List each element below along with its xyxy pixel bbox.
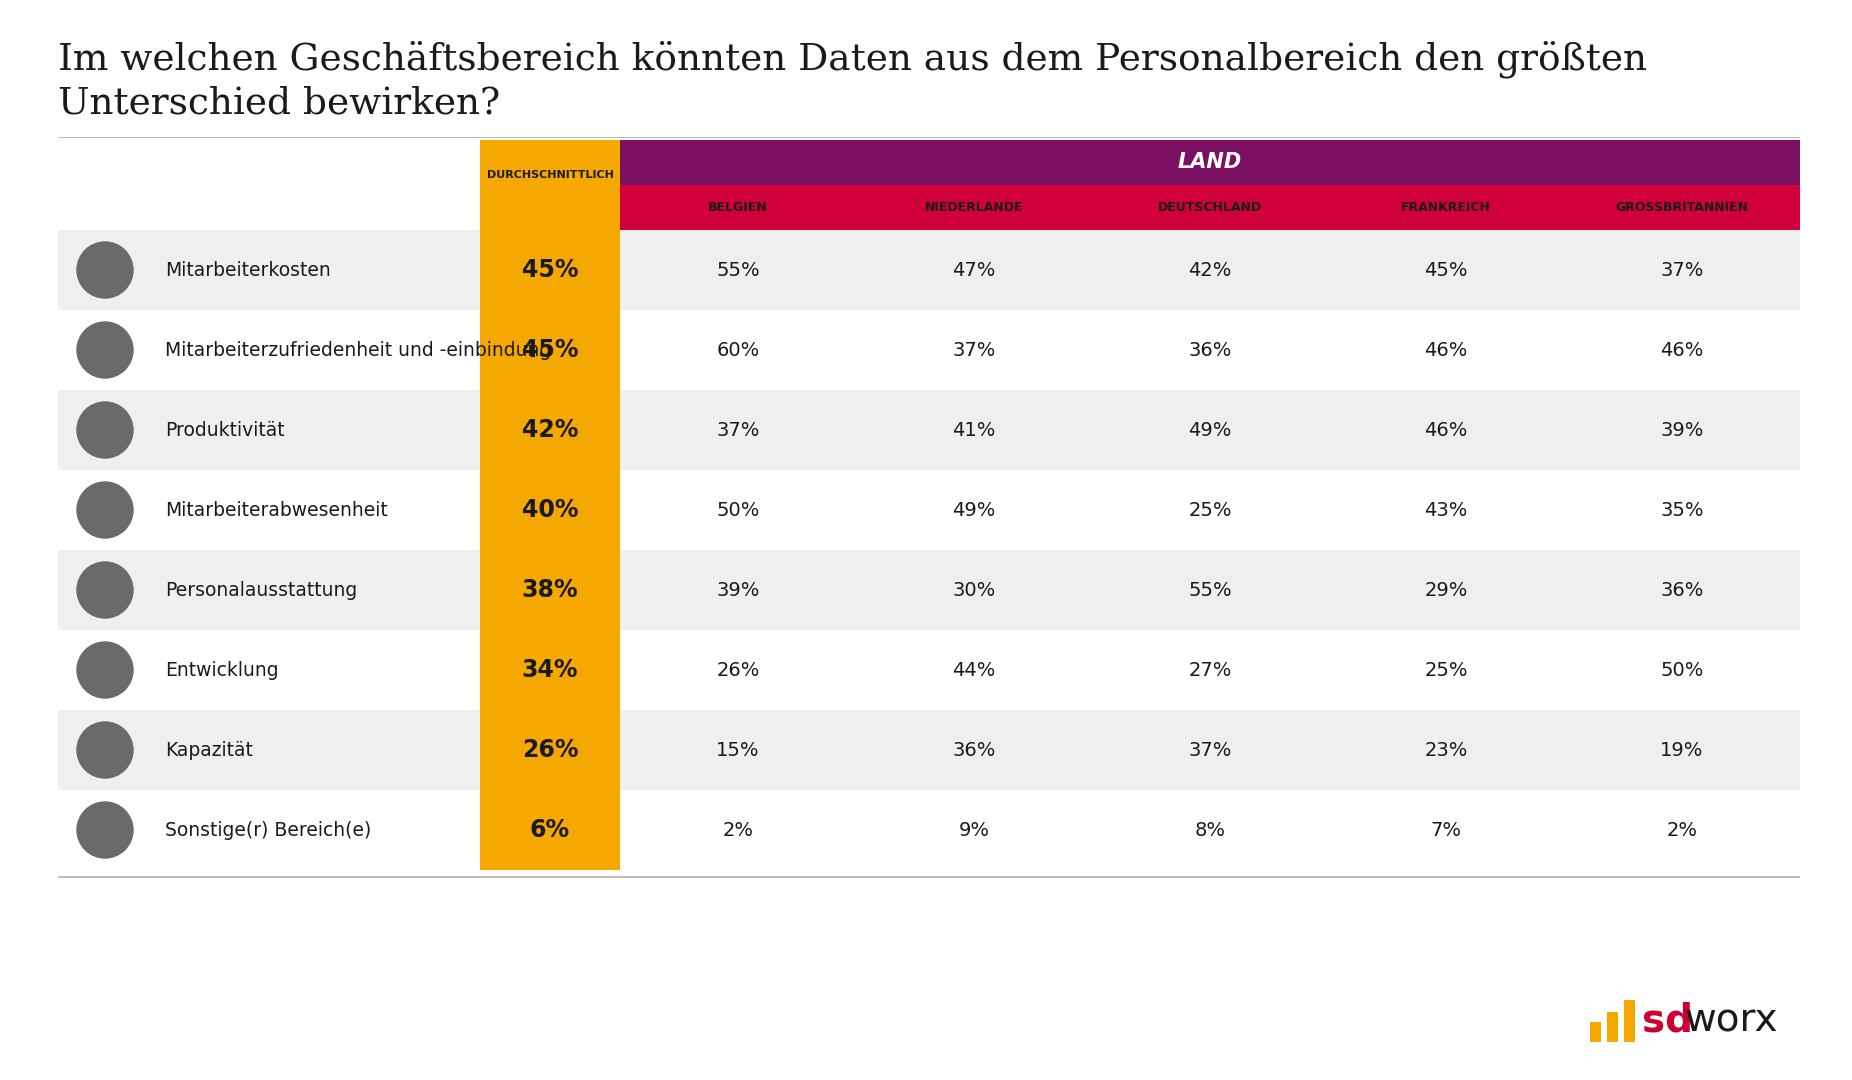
Bar [480, 550, 620, 630]
Text: 7%: 7% [1430, 821, 1461, 839]
Text: worx: worx [1683, 1001, 1778, 1039]
Text: 55%: 55% [1189, 581, 1232, 599]
Text: sd: sd [1643, 1001, 1693, 1039]
Bar [57, 310, 1800, 390]
Text: 55%: 55% [717, 260, 759, 280]
Text: DURCHSCHNITTLICH: DURCHSCHNITTLICH [487, 170, 613, 180]
Text: 27%: 27% [1189, 661, 1232, 679]
Text: 6%: 6% [530, 818, 570, 842]
Bar [480, 470, 620, 550]
Text: 39%: 39% [717, 581, 759, 599]
Bar [57, 230, 1800, 310]
Bar [57, 470, 1800, 550]
Bar [480, 140, 620, 230]
Text: 49%: 49% [1189, 420, 1232, 440]
Text: 36%: 36% [952, 741, 996, 759]
Text: 9%: 9% [959, 821, 989, 839]
Text: 25%: 25% [1424, 661, 1469, 679]
Text: 50%: 50% [1659, 661, 1704, 679]
Bar [57, 710, 1800, 789]
Text: GROSSBRITANNIEN: GROSSBRITANNIEN [1615, 201, 1748, 214]
Text: 39%: 39% [1659, 420, 1704, 440]
Bar [57, 550, 1800, 630]
Text: 45%: 45% [522, 258, 578, 282]
Bar [480, 630, 620, 710]
Bar [1624, 1000, 1635, 1042]
Bar [480, 789, 620, 870]
Text: 60%: 60% [717, 340, 759, 360]
Text: 23%: 23% [1424, 741, 1467, 759]
Text: 2%: 2% [1667, 821, 1698, 839]
Bar [480, 230, 620, 310]
Text: NIEDERLANDE: NIEDERLANDE [924, 201, 1024, 214]
Bar [480, 710, 620, 789]
Text: 46%: 46% [1424, 420, 1467, 440]
Text: 29%: 29% [1424, 581, 1467, 599]
Text: 37%: 37% [1659, 260, 1704, 280]
Bar [57, 136, 1800, 138]
Text: 36%: 36% [1659, 581, 1704, 599]
Text: 46%: 46% [1659, 340, 1704, 360]
Text: DEUTSCHLAND: DEUTSCHLAND [1158, 201, 1261, 214]
Text: 35%: 35% [1659, 500, 1704, 519]
Text: 26%: 26% [522, 738, 578, 762]
Text: 15%: 15% [717, 741, 759, 759]
Text: Sonstige(r) Bereich(e): Sonstige(r) Bereich(e) [165, 821, 370, 839]
Text: 49%: 49% [952, 500, 996, 519]
Bar [1608, 1012, 1619, 1042]
Text: FRANKREICH: FRANKREICH [1402, 201, 1491, 214]
Text: LAND: LAND [1178, 152, 1243, 173]
Text: Mitarbeiterzufriedenheit und -einbindung: Mitarbeiterzufriedenheit und -einbindung [165, 340, 552, 360]
Text: Produktivität: Produktivität [165, 420, 285, 440]
Text: 36%: 36% [1189, 340, 1232, 360]
Text: BELGIEN: BELGIEN [707, 201, 769, 214]
Bar [1591, 1022, 1600, 1042]
Text: 8%: 8% [1195, 821, 1226, 839]
Circle shape [78, 402, 133, 458]
Text: 34%: 34% [522, 658, 578, 681]
Bar [57, 630, 1800, 710]
Text: Entwicklung: Entwicklung [165, 661, 278, 679]
Text: Mitarbeiterkosten: Mitarbeiterkosten [165, 260, 332, 280]
Bar [480, 390, 620, 470]
Circle shape [78, 482, 133, 538]
Text: 41%: 41% [952, 420, 996, 440]
Text: 42%: 42% [522, 418, 578, 442]
Text: 37%: 37% [717, 420, 759, 440]
Text: 19%: 19% [1659, 741, 1704, 759]
Text: 45%: 45% [1424, 260, 1469, 280]
Circle shape [78, 322, 133, 378]
Text: 44%: 44% [952, 661, 996, 679]
Text: Mitarbeiterabwesenheit: Mitarbeiterabwesenheit [165, 500, 387, 519]
Text: 30%: 30% [952, 581, 996, 599]
Text: 40%: 40% [522, 498, 578, 522]
Circle shape [78, 723, 133, 778]
Text: 42%: 42% [1189, 260, 1232, 280]
Text: Kapazität: Kapazität [165, 741, 254, 759]
Text: 45%: 45% [522, 338, 578, 362]
Text: Unterschied bewirken?: Unterschied bewirken? [57, 85, 500, 121]
Text: 2%: 2% [722, 821, 754, 839]
Text: 37%: 37% [1189, 741, 1232, 759]
Bar [620, 185, 1800, 230]
Circle shape [78, 242, 133, 298]
Text: 37%: 37% [952, 340, 996, 360]
Bar [57, 789, 1800, 870]
Text: Personalausstattung: Personalausstattung [165, 581, 357, 599]
Bar [620, 140, 1800, 185]
Text: Im welchen Geschäftsbereich könnten Daten aus dem Personalbereich den größten: Im welchen Geschäftsbereich könnten Date… [57, 40, 1646, 78]
Bar [57, 390, 1800, 470]
Text: 43%: 43% [1424, 500, 1467, 519]
Bar [57, 876, 1800, 878]
Text: 50%: 50% [717, 500, 759, 519]
Text: 46%: 46% [1424, 340, 1467, 360]
Text: 25%: 25% [1189, 500, 1232, 519]
Circle shape [78, 802, 133, 858]
Text: 38%: 38% [522, 578, 578, 602]
Text: 47%: 47% [952, 260, 996, 280]
Text: 26%: 26% [717, 661, 759, 679]
Bar [480, 310, 620, 390]
Circle shape [78, 642, 133, 698]
Circle shape [78, 562, 133, 618]
